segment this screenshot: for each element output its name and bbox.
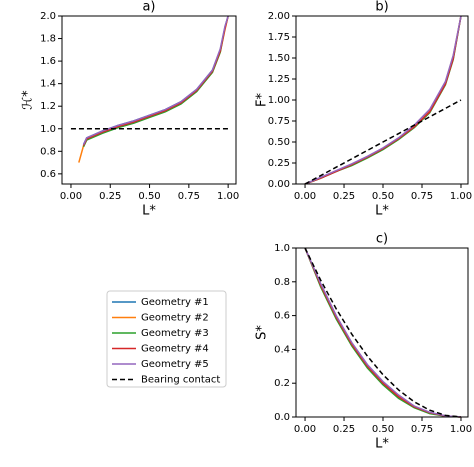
- legend-label: Geometry #1: [141, 297, 209, 308]
- x-axis-label: L*: [375, 437, 389, 452]
- y-tick-label: 0.6: [274, 311, 290, 322]
- y-tick-label: 1.6: [40, 56, 56, 67]
- x-tick-label: 1.00: [217, 191, 239, 202]
- y-tick-label: 1.25: [268, 74, 290, 85]
- legend-label: Geometry #2: [141, 313, 209, 324]
- x-tick-label: 0.00: [294, 424, 316, 435]
- series-line: [304, 247, 462, 418]
- legend-label: Geometry #3: [141, 328, 209, 339]
- y-tick-label: 1.0: [274, 243, 290, 254]
- series-line: [304, 247, 462, 418]
- series-line: [304, 99, 462, 185]
- axes-frame: [295, 15, 469, 185]
- y-axis-label: F*: [255, 93, 270, 107]
- y-tick-label: 1.2: [40, 101, 56, 112]
- x-tick-label: 0.50: [372, 191, 394, 202]
- axes-frame: [61, 15, 237, 185]
- y-tick-label: 1.4: [40, 79, 56, 90]
- y-tick-label: 1.50: [268, 53, 290, 64]
- y-tick-label: 0.75: [268, 116, 290, 127]
- x-tick-label: 0.00: [294, 191, 316, 202]
- x-tick-label: 0.25: [333, 191, 355, 202]
- y-tick-label: 1.00: [268, 95, 290, 106]
- x-tick-label: 0.75: [178, 191, 200, 202]
- axes-frame: [295, 247, 469, 418]
- y-tick-label: 1.8: [40, 34, 56, 45]
- x-tick-label: 0.25: [333, 424, 355, 435]
- legend-label: Bearing contact: [141, 375, 220, 386]
- series-line: [304, 15, 462, 185]
- y-tick-label: 0.4: [274, 344, 290, 355]
- y-tick-label: 0.0: [274, 412, 290, 423]
- x-tick-label: 1.00: [450, 191, 472, 202]
- y-tick-label: 1.75: [268, 32, 290, 43]
- x-axis-label: L*: [142, 204, 156, 219]
- y-axis-label: ℋ*: [21, 90, 36, 110]
- y-tick-label: 0.2: [274, 378, 290, 389]
- subplot-title: b): [375, 0, 388, 15]
- x-tick-label: 0.50: [138, 191, 160, 202]
- series-line: [304, 247, 462, 418]
- series-line: [78, 15, 229, 163]
- series-line: [304, 247, 462, 418]
- x-axis-label: L*: [375, 204, 389, 219]
- x-tick-label: 0.50: [372, 424, 394, 435]
- series-line: [304, 247, 462, 418]
- x-tick-label: 0.75: [411, 191, 433, 202]
- y-axis-label: S*: [255, 325, 270, 340]
- y-tick-label: 1.0: [40, 124, 56, 135]
- series-line: [82, 15, 229, 148]
- series-line: [304, 247, 462, 418]
- x-tick-label: 1.00: [450, 424, 472, 435]
- y-tick-label: 2.00: [268, 11, 290, 22]
- series-line: [304, 15, 462, 185]
- x-tick-label: 0.75: [411, 424, 433, 435]
- x-tick-label: 0.25: [99, 191, 121, 202]
- subplot-title: a): [142, 0, 155, 15]
- y-tick-label: 2.0: [40, 11, 56, 22]
- series-line: [82, 15, 229, 145]
- y-tick-label: 0.00: [268, 179, 290, 190]
- y-tick-label: 0.8: [274, 277, 290, 288]
- y-tick-label: 0.25: [268, 158, 290, 169]
- x-tick-label: 0.00: [60, 191, 82, 202]
- y-tick-label: 0.8: [40, 146, 56, 157]
- y-tick-label: 0.6: [40, 169, 56, 180]
- subplot-title: c): [376, 232, 388, 247]
- legend-box: [106, 290, 227, 388]
- legend-label: Geometry #4: [141, 344, 209, 355]
- legend-label: Geometry #5: [141, 359, 209, 370]
- y-tick-label: 0.50: [268, 137, 290, 148]
